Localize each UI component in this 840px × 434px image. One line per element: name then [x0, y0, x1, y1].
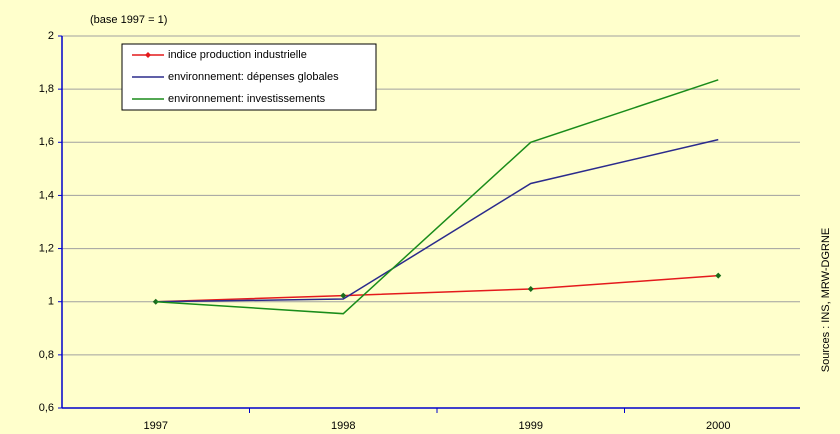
y-tick-label: 1,6: [39, 136, 54, 148]
point-marker: [340, 292, 347, 299]
line-series: [155, 79, 719, 315]
line-series: [155, 138, 719, 303]
y-tick-label: 1,4: [39, 189, 54, 201]
y-tick-label: 0,6: [39, 402, 54, 414]
legend-label: indice production industrielle: [168, 49, 307, 61]
legend-label: environnement: dépenses globales: [168, 71, 339, 83]
y-tick-label: 1: [48, 296, 54, 308]
legend-box: [121, 43, 377, 111]
x-tick-label: 1997: [144, 420, 168, 432]
point-marker: [527, 285, 534, 292]
chart-subtitle: (base 1997 = 1): [90, 14, 167, 26]
line-series: [155, 274, 719, 303]
y-tick-label: 1,2: [39, 242, 54, 254]
legend-marker: [145, 52, 151, 58]
y-tick-label: 1,8: [39, 83, 54, 95]
x-tick-label: 2000: [706, 420, 730, 432]
point-marker: [715, 272, 722, 279]
source-note: Sources : INS, MRW-DGRNE: [820, 228, 832, 372]
legend-label: environnement: investissements: [168, 93, 326, 105]
y-tick-label: 0,8: [39, 349, 54, 361]
y-tick-label: 2: [48, 30, 54, 42]
x-tick-label: 1998: [331, 420, 355, 432]
x-tick-label: 1999: [519, 420, 543, 432]
